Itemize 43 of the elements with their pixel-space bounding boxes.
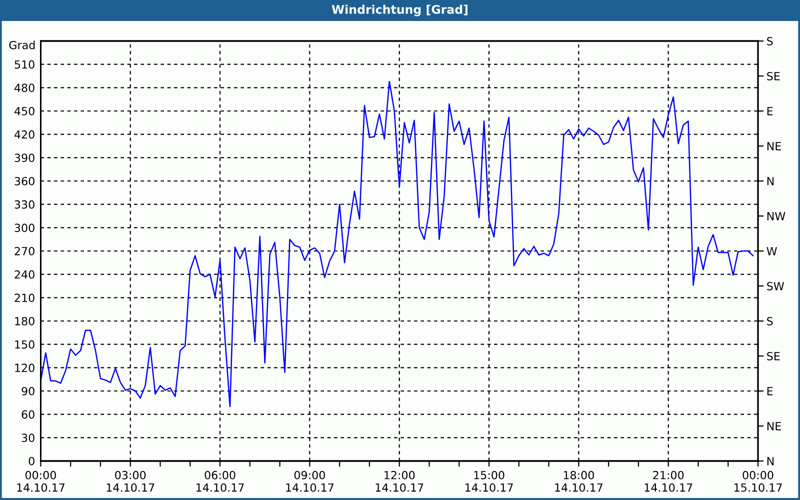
category-label: E <box>767 107 773 116</box>
category-label: E <box>767 387 773 396</box>
x-tick-label: 15:00 14.10.17 <box>465 470 513 492</box>
y-tick-label: 510 <box>14 60 34 69</box>
category-label: S <box>767 36 773 46</box>
y-tick-label: 180 <box>15 316 34 326</box>
category-label: NW <box>767 212 786 220</box>
y-tick-label: 90 <box>22 386 34 396</box>
category-label: S <box>767 316 773 326</box>
category-label: N <box>767 457 774 466</box>
x-tick-label: 12:00 14.10.17 <box>376 470 424 492</box>
category-label: SE <box>767 352 780 360</box>
x-tick-label: 06:00 14.10.17 <box>196 470 244 492</box>
y-tick-label: 360 <box>14 176 34 186</box>
y-tick-label: 300 <box>14 224 34 232</box>
y-tick-label: 420 <box>14 130 34 139</box>
line-series <box>40 80 754 408</box>
category-label: NE <box>767 422 781 430</box>
y-tick-label: 390 <box>14 154 34 162</box>
y-tick-label: 60 <box>22 410 34 419</box>
x-tick-label: 09:00 14.10.17 <box>286 470 334 492</box>
category-label: SE <box>767 72 780 80</box>
y-tick-label: 480 <box>14 84 34 92</box>
y-tick-label: 450 <box>14 106 34 116</box>
y-tick-label: 30 <box>22 434 34 442</box>
x-tick-label: 03:00 14.10.17 <box>106 470 154 492</box>
y-tick-label: 270 <box>14 246 34 256</box>
category-label: W <box>766 247 777 256</box>
y-axis-title: Grad <box>9 40 35 50</box>
category-label: NE <box>767 142 781 150</box>
y-tick-label: 150 <box>15 340 34 349</box>
y-tick-label: 240 <box>14 270 34 279</box>
x-tick-label: 18:00 14.10.17 <box>555 470 602 492</box>
y-tick-label: 330 <box>14 200 34 209</box>
y-tick-label: 0 <box>28 456 34 466</box>
x-tick-label: 00:00 15.10.17 <box>734 470 782 492</box>
category-label: SW <box>767 282 784 290</box>
y-tick-label: 120 <box>15 364 34 372</box>
y-tick-label: 210 <box>14 294 34 302</box>
chart-title: Windrichtung [Grad] <box>332 4 468 16</box>
x-tick-label: 00:00 14.10.17 <box>17 470 64 492</box>
category-label: N <box>767 177 774 186</box>
x-tick-label: 21:00 14.10.17 <box>644 470 692 492</box>
